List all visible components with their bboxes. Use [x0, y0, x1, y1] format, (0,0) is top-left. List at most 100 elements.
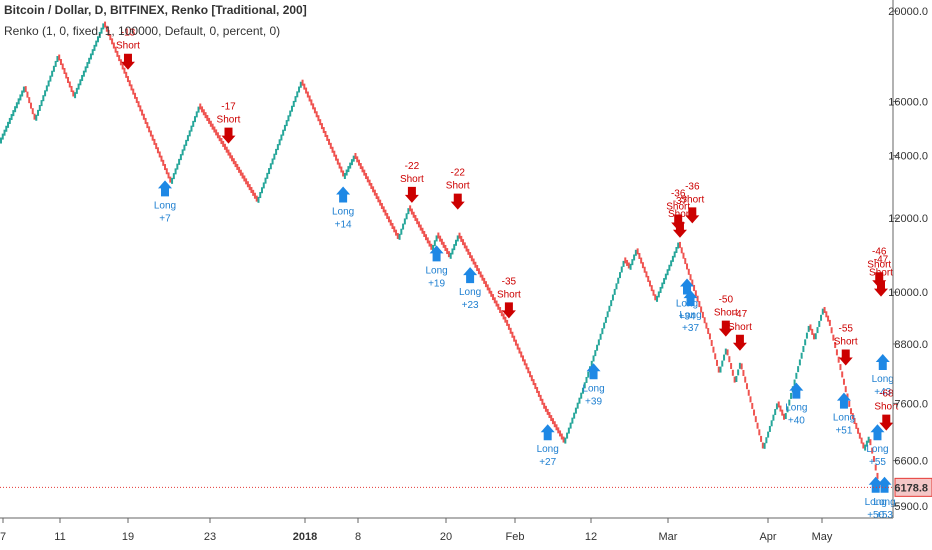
down-brick	[375, 192, 378, 199]
down-brick	[303, 83, 306, 90]
up-brick	[285, 120, 288, 127]
down-brick	[841, 371, 844, 378]
up-brick	[296, 91, 299, 98]
up-brick	[77, 83, 80, 90]
down-brick	[121, 63, 124, 70]
down-brick	[747, 389, 750, 396]
up-brick	[287, 115, 290, 122]
up-brick	[433, 240, 436, 247]
down-brick	[760, 435, 763, 442]
down-brick	[61, 63, 64, 70]
short-label: Short	[874, 402, 898, 413]
down-brick	[876, 472, 879, 479]
up-brick	[775, 403, 778, 410]
down-brick	[689, 274, 692, 281]
short-value: -37	[673, 196, 688, 207]
short-label: Short	[728, 322, 752, 333]
plot-area	[0, 0, 893, 518]
up-brick	[633, 254, 636, 261]
price-axis[interactable]: 20000.0 16000.0 14000.0 12000.0 10000.0 8800.…	[888, 6, 932, 513]
long-arrow-icon	[877, 476, 892, 493]
up-brick	[15, 102, 18, 109]
down-brick	[359, 163, 362, 169]
time-tick-label: 7	[0, 531, 6, 543]
short-label: Short	[116, 41, 140, 52]
down-brick	[227, 149, 230, 156]
up-brick	[181, 149, 184, 156]
down-brick	[499, 307, 502, 313]
long-label: Long	[866, 444, 888, 455]
up-brick	[10, 114, 13, 121]
up-brick	[262, 182, 265, 189]
up-brick	[454, 239, 457, 246]
up-brick	[594, 350, 597, 357]
up-brick	[581, 387, 584, 394]
down-brick	[208, 117, 211, 124]
down-brick	[467, 248, 470, 255]
up-brick	[19, 94, 22, 101]
up-brick	[770, 420, 773, 427]
down-brick	[315, 111, 318, 118]
up-brick	[814, 333, 817, 340]
price-tick-label: 7600.0	[894, 398, 928, 410]
down-brick	[111, 38, 114, 45]
down-brick	[340, 166, 343, 173]
up-brick	[190, 125, 193, 132]
down-brick	[153, 138, 156, 145]
up-brick	[174, 168, 177, 175]
long-value: +51	[835, 426, 852, 437]
up-brick	[580, 392, 583, 399]
up-brick	[737, 369, 740, 376]
up-brick	[98, 31, 101, 38]
up-brick	[606, 311, 609, 318]
up-brick	[656, 295, 659, 302]
up-brick	[49, 75, 52, 82]
down-brick	[338, 162, 341, 169]
down-brick	[745, 383, 748, 390]
down-brick	[248, 184, 251, 191]
up-brick	[398, 233, 401, 240]
down-brick	[414, 214, 417, 221]
up-brick	[767, 431, 770, 438]
down-brick	[395, 229, 398, 236]
long-value: +53	[876, 510, 893, 521]
long-value: +37	[682, 323, 699, 334]
up-brick	[613, 288, 616, 295]
down-brick	[712, 346, 715, 353]
down-brick	[855, 422, 858, 429]
time-tick-label: 8	[355, 531, 361, 543]
short-arrow-icon	[450, 193, 465, 210]
down-brick	[105, 25, 108, 32]
down-brick	[368, 179, 371, 186]
down-brick	[363, 169, 366, 176]
up-brick	[82, 70, 85, 77]
price-tick-label: 5900.0	[894, 501, 928, 513]
up-brick	[275, 148, 278, 155]
up-brick	[289, 110, 292, 117]
long-arrow-icon	[683, 290, 698, 307]
down-brick	[142, 113, 145, 120]
long-label: Long	[872, 374, 894, 385]
up-brick	[95, 40, 98, 47]
down-brick	[832, 334, 835, 341]
down-brick	[484, 281, 487, 288]
down-brick	[380, 202, 383, 209]
price-tick-label: 14000.0	[888, 151, 928, 163]
down-brick	[70, 85, 73, 92]
long-label: Long	[154, 200, 176, 211]
down-brick	[164, 164, 167, 171]
down-brick	[423, 230, 426, 237]
up-brick	[186, 135, 189, 142]
down-brick	[812, 333, 815, 340]
down-brick	[680, 247, 683, 254]
down-brick	[320, 123, 323, 130]
down-brick	[777, 401, 780, 408]
time-tick-label: Feb	[506, 531, 525, 543]
up-brick	[45, 85, 48, 92]
up-brick	[276, 144, 279, 151]
time-axis[interactable]: 7 11 19 23 2018 8 20 Feb 12 Mar Apr May	[0, 518, 833, 543]
up-brick	[738, 362, 741, 369]
up-brick	[17, 98, 20, 105]
short-value: -36	[685, 181, 700, 192]
